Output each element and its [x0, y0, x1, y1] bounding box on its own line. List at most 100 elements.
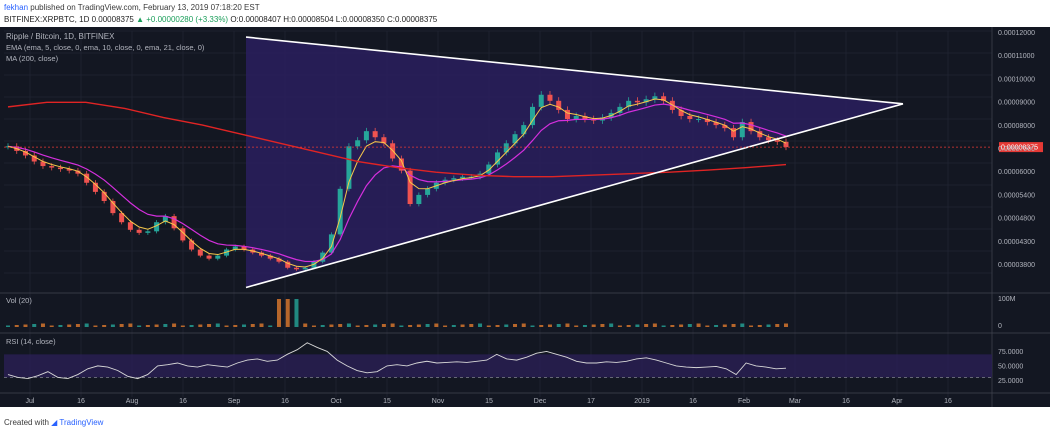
candle-body [363, 131, 369, 141]
price-axis[interactable]: 0.00012000 0.00011000 0.00010000 0.00009000… [991, 27, 1035, 407]
chart-panel[interactable]: 0.00008375 Ripple / Bitcoin, 1D, BITFINE… [0, 27, 1050, 407]
volume-bar [574, 325, 579, 327]
volume-bar [757, 325, 762, 327]
candles [5, 91, 789, 271]
volume-bar [722, 324, 727, 327]
candle-body [127, 222, 133, 230]
candle-body [66, 169, 72, 171]
y-tick-label: 0.00007000 [998, 146, 1035, 153]
y-tick-label: 0.00004300 [998, 239, 1035, 246]
volume-bar [451, 325, 456, 327]
candle-body [84, 173, 90, 183]
x-tick-label: Aug [126, 398, 139, 405]
rsi-tick-label: 50.0000 [998, 363, 1023, 370]
candle-body [495, 152, 501, 165]
volume-bar [679, 324, 684, 327]
x-tick-label: 16 [944, 398, 952, 405]
volume-bar [320, 325, 325, 327]
volume-bar [609, 323, 614, 327]
current-price-badge [999, 142, 1043, 153]
volume-bar [32, 324, 37, 327]
candle-body [739, 122, 745, 138]
tradingview-brand[interactable]: TradingView [59, 418, 104, 427]
x-tick-label: 16 [77, 398, 85, 405]
volume-bar [49, 325, 54, 327]
triangle-pattern [246, 37, 903, 288]
candle-body [206, 255, 212, 259]
volume-bar [591, 324, 596, 327]
x-tick-label: 2019 [634, 398, 650, 405]
ema-fast-line [7, 98, 787, 268]
volume-bar [189, 325, 194, 327]
candle-body [617, 106, 623, 113]
x-tick-label: Jul [26, 398, 35, 405]
candle-body [110, 200, 116, 214]
candle-body [503, 143, 509, 153]
volume-bar [460, 324, 465, 327]
volume-tick-label: 100M [998, 296, 1016, 303]
candle-body [276, 258, 282, 262]
rsi-tick-label: 75.0000 [998, 349, 1023, 356]
candle-body [372, 131, 378, 138]
time-axis[interactable]: Jul 16 Aug 16 Sep 16 Oct 15 Nov 15 Dec 17 2019 16 Feb M… [0, 392, 1050, 405]
candle-body [407, 170, 413, 205]
volume-bar [276, 299, 281, 327]
low-value: L:0.00008350 [335, 15, 385, 24]
candle-body [652, 96, 658, 100]
y-tick-label: 0.00009000 [998, 100, 1035, 107]
x-tick-label: 17 [587, 398, 595, 405]
volume-bar [626, 325, 631, 327]
volume-bar [224, 325, 229, 327]
volume-bar [469, 324, 474, 327]
volume-bar [119, 324, 124, 327]
price-chart[interactable]: 0.00008375 Ripple / Bitcoin, 1D, BITFINE… [0, 27, 1050, 407]
candle-body [704, 119, 710, 123]
volume-bar [93, 325, 98, 327]
volume-bar [390, 323, 395, 327]
volume-bar [329, 324, 334, 327]
candle-body [512, 134, 518, 144]
ma-legend[interactable]: MA (200, close) [6, 54, 59, 63]
candle-body [293, 267, 299, 270]
lower-trendline[interactable] [245, 103, 904, 289]
volume-bar [355, 325, 360, 327]
volume-bar [154, 324, 159, 327]
volume-bar [652, 323, 657, 327]
rsi-legend[interactable]: RSI (14, close) [6, 337, 56, 346]
volume-bar [285, 299, 290, 327]
volume-bar [303, 323, 308, 327]
ema-legend[interactable]: EMA (ema, 5, close, 0, ema, 10, close, 0… [6, 43, 205, 52]
volume-bar [75, 324, 80, 327]
candle-body [696, 119, 702, 121]
volume-bar [740, 323, 745, 327]
author-name[interactable]: fekhan [4, 3, 29, 12]
volume-bar [268, 325, 273, 327]
volume-bar [381, 324, 386, 327]
candle-body [355, 140, 361, 147]
candle-body [22, 150, 28, 156]
x-tick-label: Apr [892, 398, 904, 405]
volume-bar [250, 324, 255, 327]
candle-body [49, 166, 55, 168]
candle-body [731, 128, 737, 138]
tradingview-logo-icon[interactable]: ◢ [51, 418, 58, 427]
volume-bar [346, 323, 351, 327]
volume-tick-label: 0 [998, 323, 1002, 330]
volume-bar [294, 299, 299, 327]
volume-bar [408, 325, 413, 327]
volume-bar [670, 325, 675, 327]
volume-legend[interactable]: Vol (20) [6, 296, 32, 305]
volume-bar [766, 324, 771, 327]
candle-body [285, 261, 291, 268]
candle-body [232, 246, 238, 250]
publish-info: fekhan published on TradingView.com, Feb… [4, 3, 260, 12]
quote-line: BITFINEX:XRPBTC, 1D 0.00008375 ▲ +0.0000… [4, 15, 437, 24]
x-tick-label: Oct [331, 398, 342, 405]
candle-body [92, 182, 98, 192]
candle-body [154, 222, 160, 232]
volume-bar [556, 324, 561, 327]
upper-trendline[interactable] [245, 36, 904, 105]
candle-body [101, 191, 107, 201]
volume-bar [207, 324, 212, 327]
candle-body [267, 255, 273, 259]
